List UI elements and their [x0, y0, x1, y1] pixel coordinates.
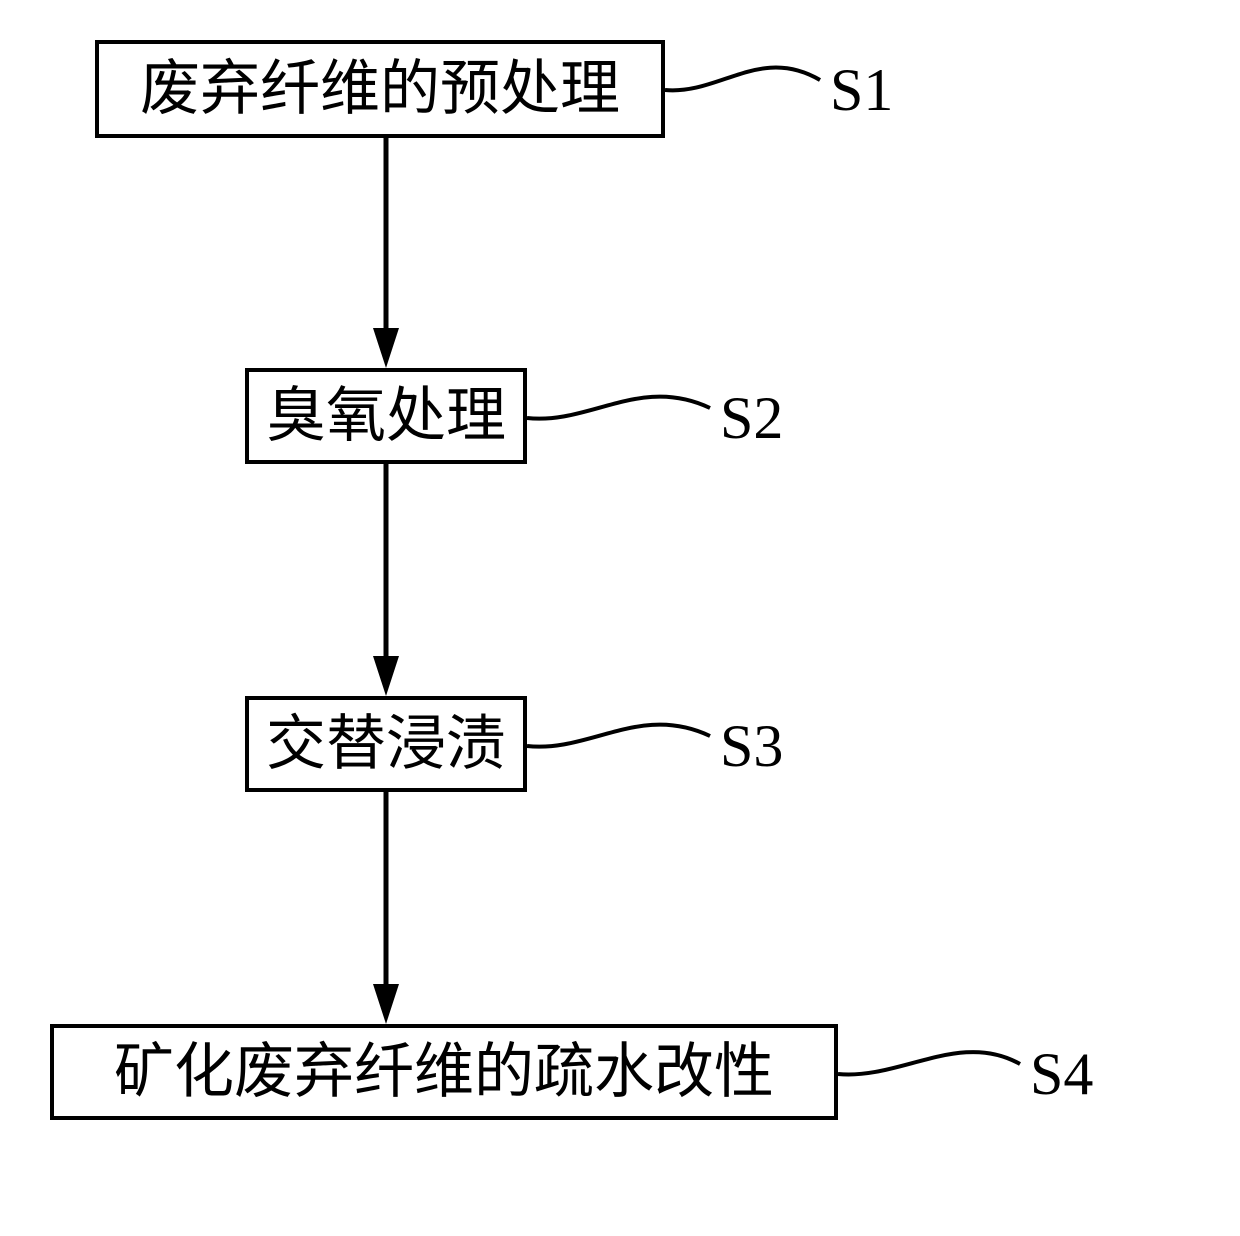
connector-s2 [527, 397, 710, 419]
connector-s1 [665, 67, 820, 90]
flow-node-s1-text: 废弃纤维的预处理 [140, 59, 620, 119]
connector-s4 [838, 1052, 1020, 1074]
arrow-s3-s4 [373, 792, 399, 1024]
flow-node-s2: 臭氧处理 [245, 368, 527, 464]
connector-s3 [527, 725, 710, 747]
flow-node-s4: 矿化废弃纤维的疏水改性 [50, 1024, 838, 1120]
flow-node-s1: 废弃纤维的预处理 [95, 40, 665, 138]
flowchart-canvas: 废弃纤维的预处理 臭氧处理 交替浸渍 矿化废弃纤维的疏水改性 S1 S2 S3 … [0, 0, 1240, 1236]
arrow-s2-s3 [373, 464, 399, 696]
arrow-s1-s2 [373, 138, 399, 368]
step-label-s1: S1 [830, 56, 893, 125]
flow-node-s3-text: 交替浸渍 [266, 714, 506, 774]
step-label-s2: S2 [720, 384, 783, 453]
flow-node-s4-text: 矿化废弃纤维的疏水改性 [114, 1042, 774, 1102]
step-label-s4: S4 [1030, 1040, 1093, 1109]
step-label-s3: S3 [720, 712, 783, 781]
flow-node-s3: 交替浸渍 [245, 696, 527, 792]
flow-node-s2-text: 臭氧处理 [266, 386, 506, 446]
